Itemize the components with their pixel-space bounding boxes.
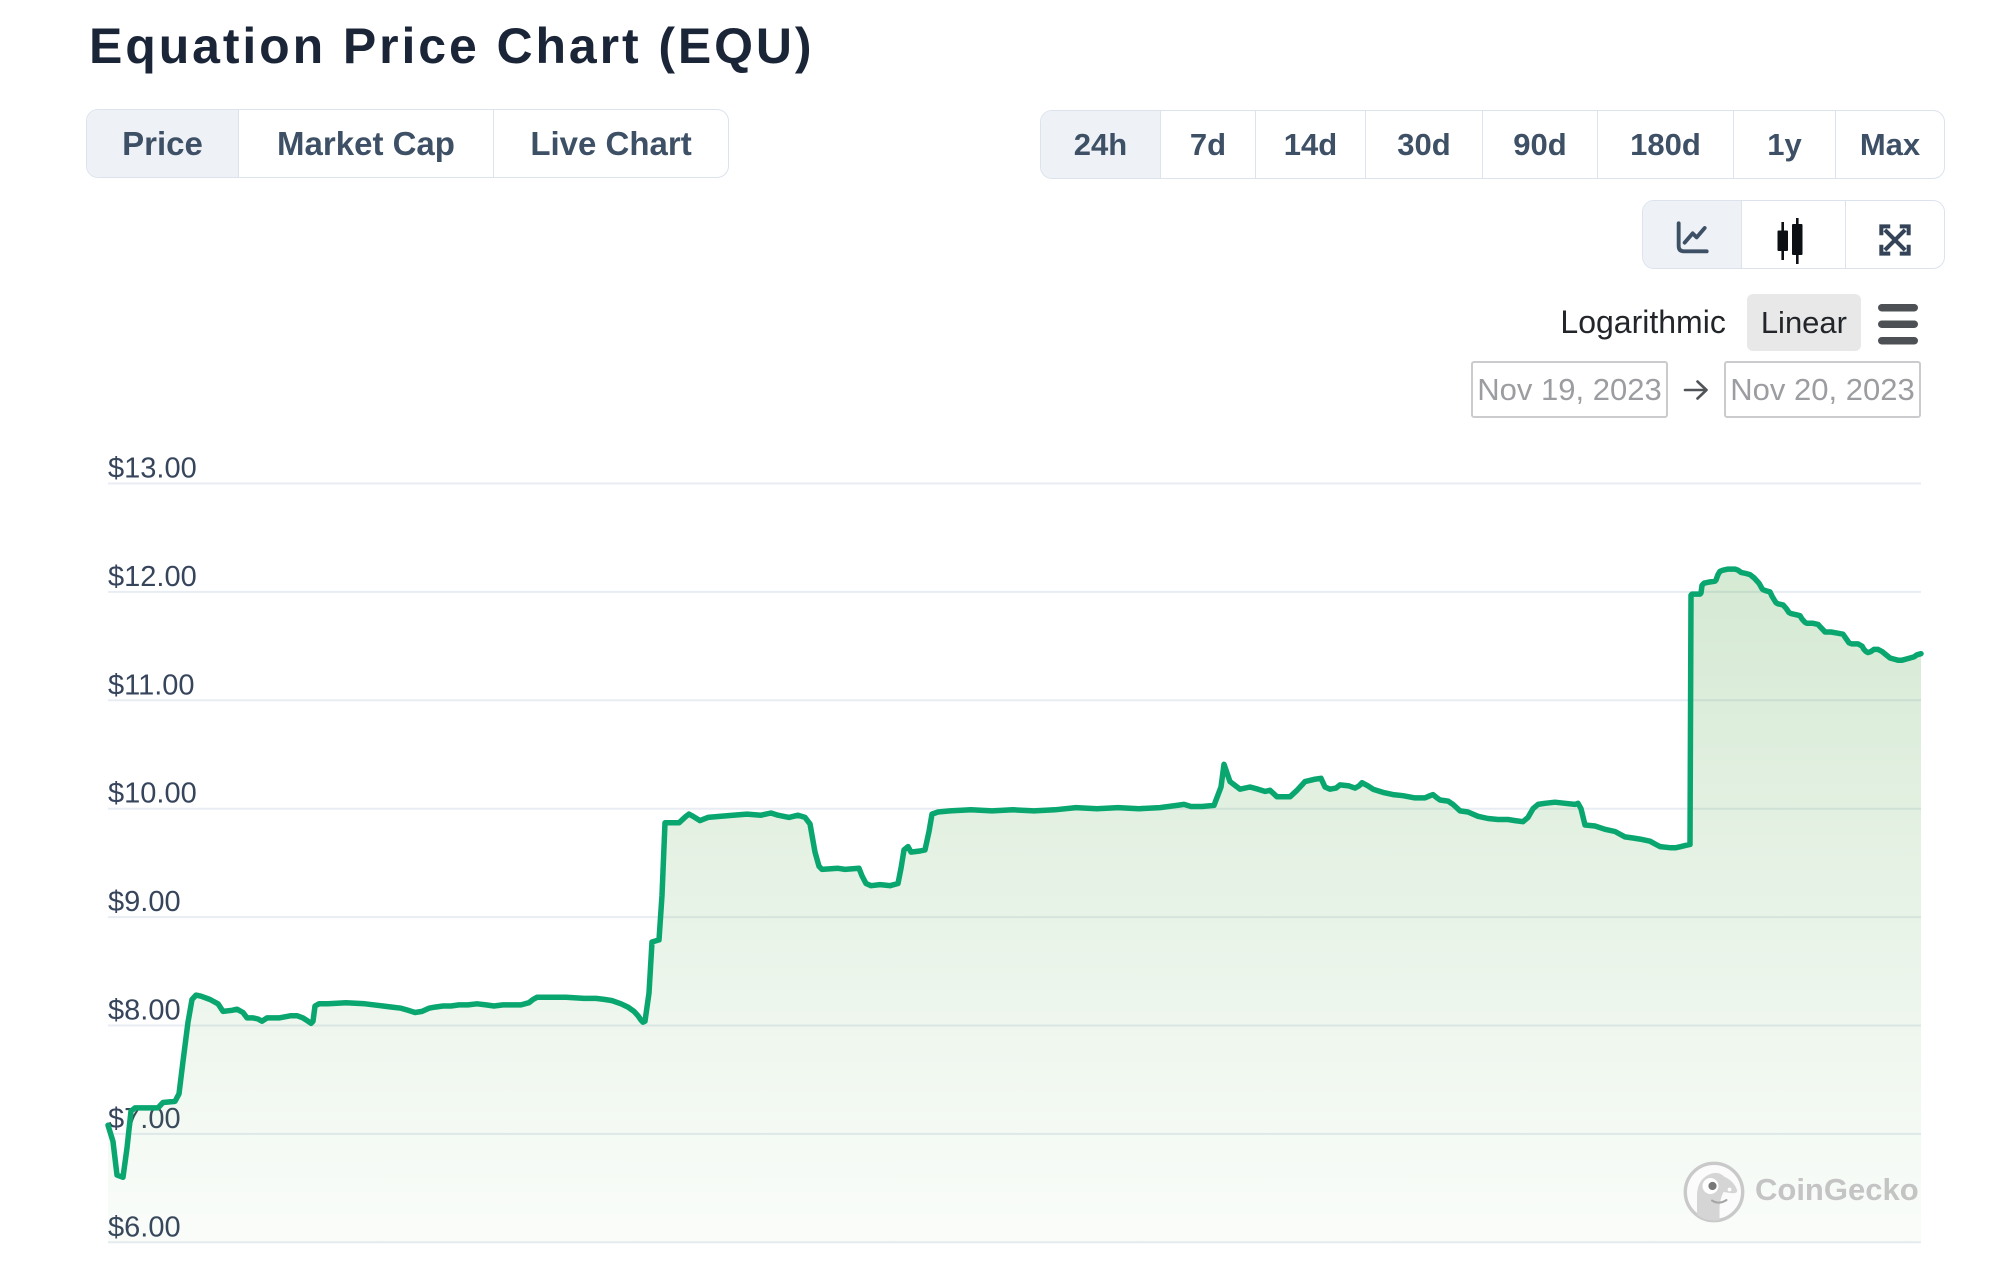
svg-text:$10.00: $10.00: [108, 778, 197, 810]
svg-text:$12.00: $12.00: [108, 561, 197, 593]
svg-text:$13.00: $13.00: [108, 453, 197, 485]
svg-text:$9.00: $9.00: [108, 886, 181, 918]
svg-text:$11.00: $11.00: [108, 669, 195, 701]
svg-text:$8.00: $8.00: [108, 995, 181, 1027]
